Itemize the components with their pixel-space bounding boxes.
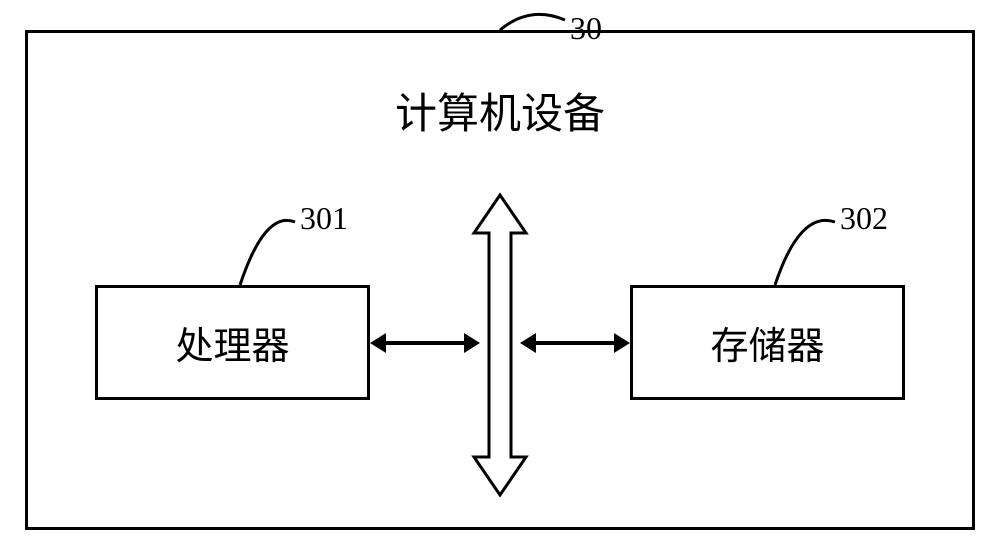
diagram-canvas: 计算机设备 30 处理器 301 存储器 302 [0,0,1000,555]
processor-label: 处理器 [175,315,289,370]
processor-block: 处理器 [95,285,370,400]
outer-ref-label: 30 [570,10,602,47]
memory-block: 存储器 [630,285,905,400]
processor-ref-label: 301 [300,200,348,237]
memory-label: 存储器 [710,315,824,370]
diagram-title: 计算机设备 [395,80,605,141]
memory-ref-label: 302 [840,200,888,237]
